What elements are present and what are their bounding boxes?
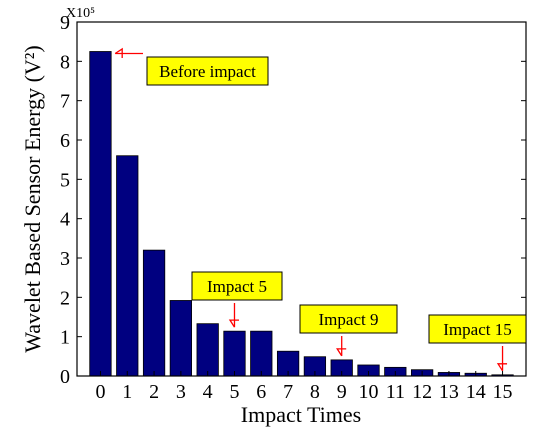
annotation-box xyxy=(299,304,398,334)
annotation-5: Impact 5 xyxy=(191,271,283,328)
y-exponent-label: X10⁵ xyxy=(66,6,95,21)
x-tick-label: 2 xyxy=(149,381,159,403)
bar-6 xyxy=(250,330,273,377)
annotations: Before impact Impact 5 Impact 9 Impact 15 xyxy=(114,47,527,372)
annotation-0: Before impact xyxy=(114,47,269,86)
x-tick-label: 8 xyxy=(310,381,320,403)
bar-series xyxy=(89,51,514,377)
bar-3 xyxy=(169,300,192,377)
bar-5 xyxy=(223,330,246,377)
y-tick-label: 8 xyxy=(60,51,70,73)
x-tick-label: 6 xyxy=(256,381,266,403)
x-tick-label: 3 xyxy=(176,381,186,403)
y-tick-label: 9 xyxy=(60,12,70,34)
annotation-box xyxy=(146,56,269,86)
x-tick-label: 11 xyxy=(386,381,405,403)
plot-frame xyxy=(76,21,527,377)
bar-2 xyxy=(142,249,166,377)
x-tick-label: 4 xyxy=(203,381,213,403)
annotation-box xyxy=(191,271,283,301)
y-tick-label: 0 xyxy=(60,366,70,388)
y-tick-label: 7 xyxy=(60,91,70,113)
y-tick-label: 6 xyxy=(60,130,70,152)
x-tick-label: 7 xyxy=(283,381,293,403)
annotation-label: Before impact xyxy=(159,62,256,81)
x-tick-label: 12 xyxy=(412,381,432,403)
y-tick-label: 2 xyxy=(60,287,70,309)
annotation-arrow-head xyxy=(114,47,123,58)
x-tick-label: 14 xyxy=(466,381,486,403)
x-tick-label: 5 xyxy=(229,381,239,403)
y-tick-label: 3 xyxy=(60,248,70,270)
annotation-arrow-head xyxy=(336,348,347,357)
bar-4 xyxy=(196,323,219,377)
x-tick-label: 15 xyxy=(493,381,513,403)
y-axis: 0 1 2 3 4 5 6 7 8 9 xyxy=(60,12,526,388)
annotation-arrow-head xyxy=(228,319,239,328)
x-tick-label: 13 xyxy=(439,381,459,403)
y-tick-label: 5 xyxy=(60,169,70,191)
x-axis-title: Impact Times xyxy=(241,402,361,427)
x-tick-label: 0 xyxy=(95,381,105,403)
bar-0 xyxy=(89,51,112,377)
annotation-label: Impact 5 xyxy=(207,277,267,296)
annotation-box xyxy=(428,314,527,344)
x-tick-label: 9 xyxy=(337,381,347,403)
y-tick-label: 1 xyxy=(60,327,70,349)
annotation-label: Impact 15 xyxy=(443,320,511,339)
annotation-15: Impact 15 xyxy=(428,314,527,372)
annotation-arrow-head xyxy=(496,363,508,372)
y-axis-title: Wavelet Based Sensor Energy (V²) xyxy=(20,45,45,352)
x-tick-label: 10 xyxy=(359,381,379,403)
annotation-9: Impact 9 xyxy=(299,304,398,357)
x-axis: 0 1 2 3 4 5 6 7 8 9 10 11 12 13 14 15 xyxy=(95,371,513,403)
bar-1 xyxy=(116,155,139,377)
annotation-label: Impact 9 xyxy=(319,310,379,329)
x-tick-label: 1 xyxy=(122,381,132,403)
y-tick-label: 4 xyxy=(60,209,70,231)
